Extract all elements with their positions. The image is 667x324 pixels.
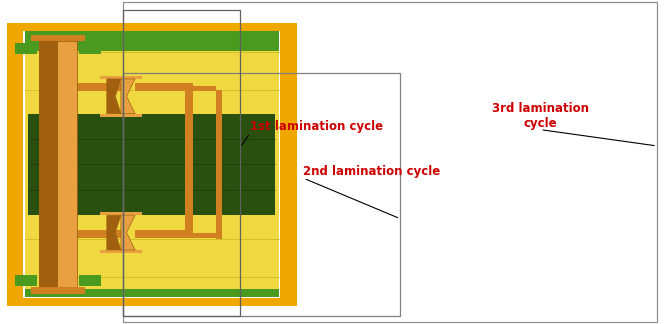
Bar bbox=[25, 32, 279, 296]
Bar bbox=[193, 233, 216, 238]
Text: 1st lamination cycle: 1st lamination cycle bbox=[250, 120, 384, 133]
Bar bbox=[135, 84, 185, 91]
Bar bbox=[25, 289, 279, 297]
Bar bbox=[31, 287, 85, 294]
Bar bbox=[100, 114, 142, 117]
Bar bbox=[100, 212, 142, 215]
Bar bbox=[100, 76, 142, 79]
Bar bbox=[185, 84, 193, 238]
Text: 2nd lamination cycle: 2nd lamination cycle bbox=[303, 165, 441, 178]
Bar bbox=[79, 275, 101, 286]
Bar bbox=[135, 230, 185, 238]
Bar bbox=[123, 10, 240, 316]
Polygon shape bbox=[107, 79, 121, 114]
Bar bbox=[25, 31, 279, 52]
Text: 3rd lamination
cycle: 3rd lamination cycle bbox=[492, 102, 589, 130]
Bar bbox=[28, 114, 275, 215]
Polygon shape bbox=[58, 41, 77, 287]
Bar bbox=[77, 230, 121, 238]
Bar bbox=[7, 23, 297, 306]
Bar bbox=[39, 41, 77, 287]
Bar bbox=[15, 275, 37, 286]
Polygon shape bbox=[39, 41, 58, 287]
Polygon shape bbox=[121, 79, 135, 114]
Bar bbox=[77, 84, 121, 91]
Bar bbox=[216, 90, 222, 239]
Bar bbox=[23, 31, 280, 298]
Bar bbox=[193, 86, 216, 91]
Bar bbox=[123, 2, 657, 322]
Bar bbox=[123, 73, 400, 316]
Bar bbox=[15, 43, 37, 54]
Polygon shape bbox=[107, 215, 121, 250]
Bar bbox=[31, 35, 85, 41]
Polygon shape bbox=[121, 215, 135, 250]
Bar bbox=[79, 43, 101, 54]
Bar bbox=[100, 250, 142, 253]
